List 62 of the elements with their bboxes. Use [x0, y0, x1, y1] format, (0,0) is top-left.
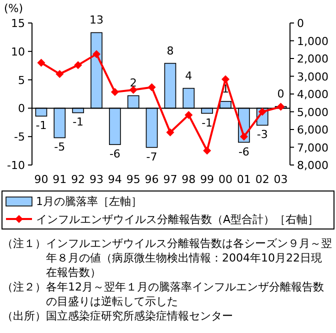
data-label: 8: [166, 44, 174, 58]
point: [92, 50, 100, 58]
data-label: -1: [72, 116, 84, 129]
data-label: -1: [202, 116, 213, 130]
point: [110, 88, 119, 96]
data-label: -3: [256, 128, 268, 142]
data-label: 2: [130, 76, 137, 90]
point: [184, 110, 193, 119]
y2-tick-label: 4,000: [297, 88, 328, 101]
point: [74, 61, 82, 70]
point: [148, 83, 156, 92]
y2-tick-label: 5,000: [297, 106, 328, 119]
y2-tick-label: 0: [297, 17, 304, 30]
text: （注１）インフルエンザウイルス分離報告数は各シーズン９月～翌年８月の値（病原微生物検出情報：2004年10月22日現在報告数）: [2, 237, 332, 279]
y-tick-label: 0: [18, 102, 25, 116]
data-label: -7: [146, 150, 158, 164]
x-tick-label: 00: [218, 173, 232, 186]
x-tick-label: 94: [108, 173, 122, 186]
y-tick-label: -10: [7, 159, 25, 172]
y2-tick-label: 2,000: [297, 52, 328, 66]
point: [56, 70, 64, 78]
y2-tick-label: 7,000: [297, 141, 328, 154]
legend-label: インフルエンザウイルス分離報告数（A型合計）［右軸］: [36, 213, 319, 226]
x-tick-label: 02: [255, 173, 270, 186]
data-label: -1: [36, 119, 47, 132]
y2-tick-label: 6,000: [297, 124, 328, 136]
point: [129, 86, 138, 94]
point: [203, 146, 212, 155]
data-label: -6: [109, 148, 120, 161]
point: [37, 58, 46, 67]
point: [166, 128, 174, 136]
data-label: -6: [238, 145, 250, 158]
data-label: 4: [185, 69, 192, 82]
y2-tick-label: 3,000: [297, 70, 328, 84]
point: [222, 75, 230, 84]
y2-tick-label: 8,000: [297, 159, 328, 172]
y2-tick-label: 1,000: [297, 34, 328, 48]
point: [240, 132, 248, 141]
x-tick-label: 93: [90, 173, 104, 186]
y-axis-title: (%): [4, 2, 24, 15]
data-label: 0: [277, 87, 284, 100]
legend-label: 1月の騰落率［左軸］: [36, 195, 142, 208]
x-tick-label: 03: [274, 173, 288, 186]
x-tick-label: 97: [163, 173, 178, 186]
text: （出所）国立感染症研究所感染症情報センター: [2, 310, 233, 322]
x-tick-label: 92: [71, 173, 86, 186]
y-tick-label: -5: [14, 130, 25, 144]
data-label: -5: [54, 140, 66, 154]
y-tick-label: 10: [11, 45, 25, 58]
x-tick-label: 98: [182, 173, 196, 186]
point: [276, 102, 285, 111]
x-tick-label: 96: [144, 173, 159, 186]
x-tick-label: 01: [236, 173, 251, 186]
point: [258, 108, 266, 116]
x-tick-label: 90: [34, 173, 48, 186]
x-tick-label: 91: [52, 173, 67, 186]
y-tick-label: 15: [11, 17, 25, 30]
y-tick-label: 5: [18, 74, 25, 87]
x-tick-label: 99: [200, 173, 214, 186]
text: （注２）各年12月～翌年１月の騰落率インフルエンザ分離報告数の目盛りは逆転して示した: [2, 280, 324, 308]
data-label: 13: [90, 14, 104, 27]
x-tick-label: 95: [126, 173, 140, 186]
